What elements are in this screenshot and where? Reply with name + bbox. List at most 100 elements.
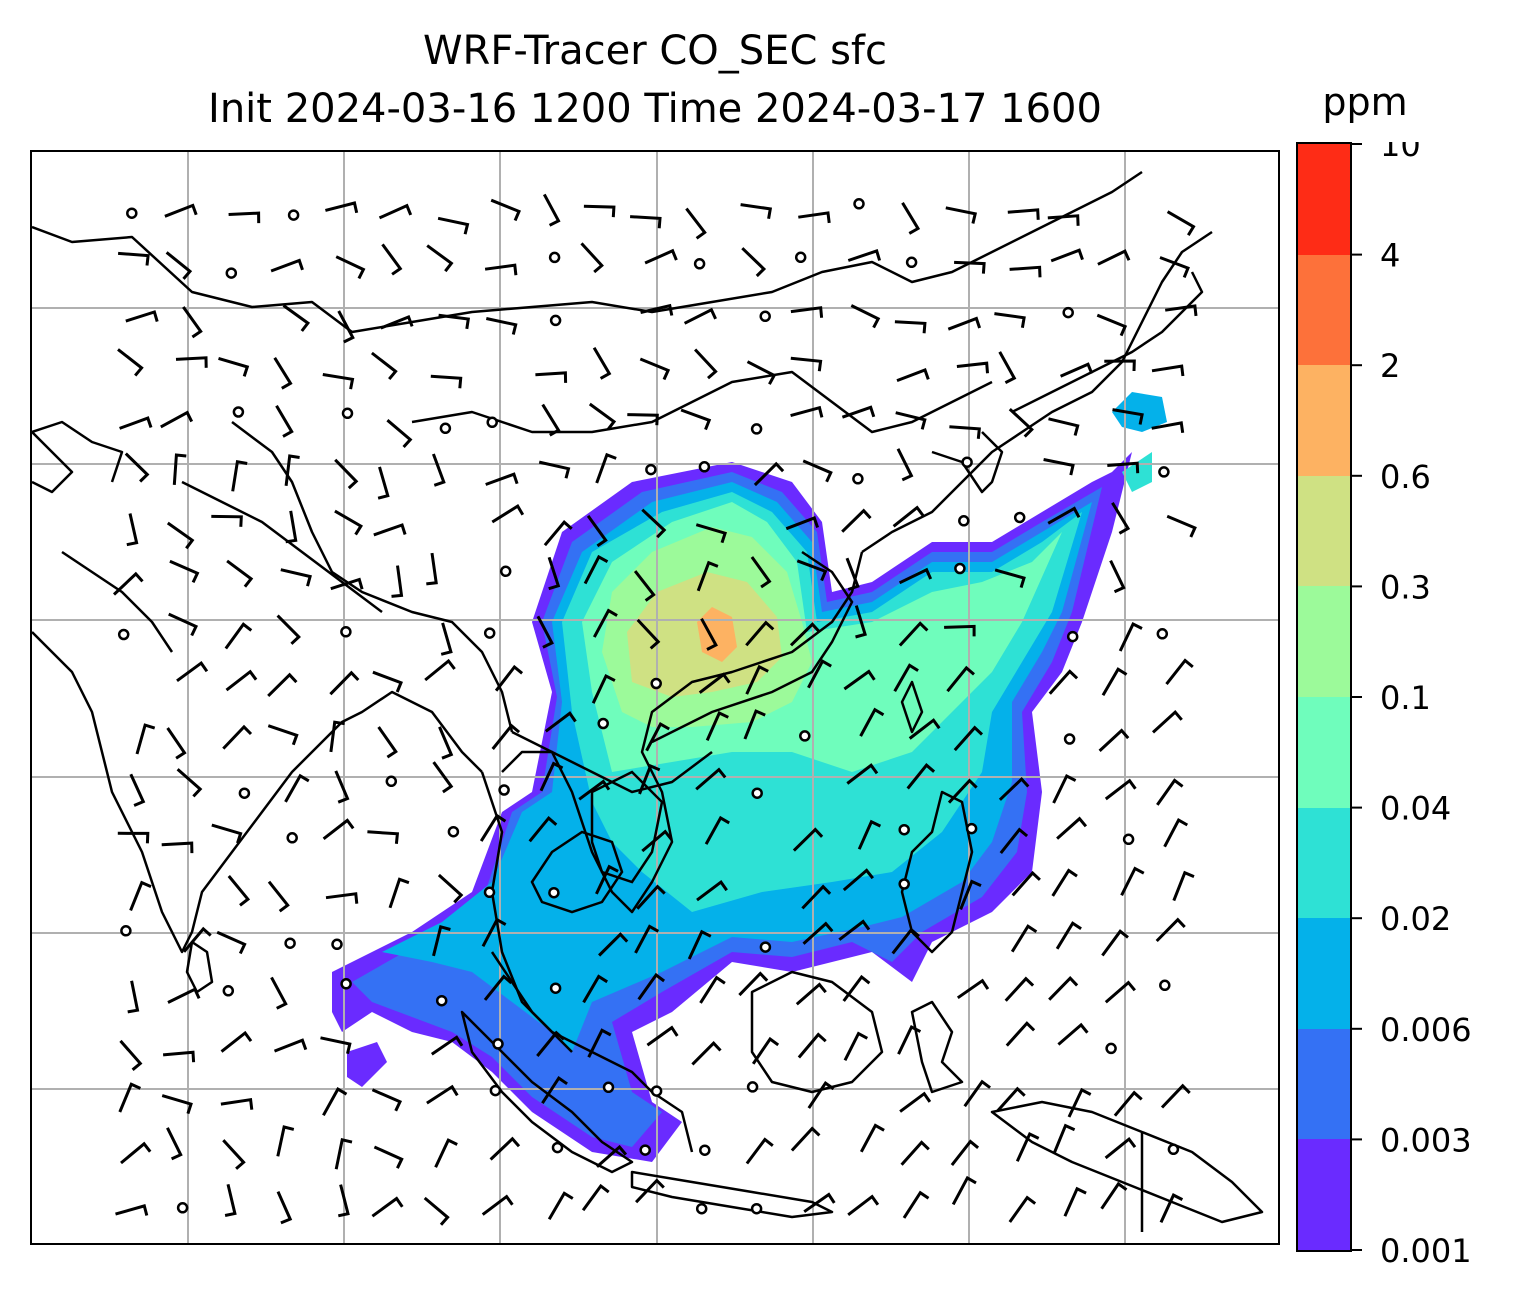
wind-barb [426, 244, 454, 273]
wind-barb [687, 929, 712, 960]
wind-barbs [112, 193, 1198, 1226]
calm-marker [1122, 833, 1135, 846]
calm-marker [549, 982, 562, 994]
wind-barb [541, 1075, 568, 1105]
calm-marker [548, 251, 561, 264]
wind-barb [489, 1136, 521, 1161]
wind-barb [798, 211, 831, 224]
wind-barb [959, 879, 982, 910]
wind-barb [1165, 658, 1194, 686]
calm-marker [751, 787, 763, 799]
coast-china-east [861, 230, 1213, 554]
wind-barb [437, 873, 464, 904]
wind-barb [322, 373, 355, 390]
wind-barb [491, 504, 525, 524]
wind-barb [595, 452, 617, 484]
wind-barb [998, 776, 1030, 801]
wind-barb [588, 402, 617, 431]
wind-barb [842, 974, 871, 1002]
wind-barb [165, 251, 193, 280]
wind-barb [639, 357, 671, 381]
wind-barb [539, 761, 564, 792]
colorbar-tick-label: 10 [1380, 142, 1421, 164]
colorbar-tick-label: 0.001 [1380, 1232, 1472, 1270]
calm-marker [794, 251, 807, 264]
calm-marker [1105, 1042, 1117, 1055]
wind-barb [127, 980, 140, 1014]
wind-barb [944, 624, 976, 637]
wind-barb [231, 459, 248, 492]
wind-barb [270, 258, 304, 273]
wind-barb [430, 1035, 464, 1056]
wind-barb [694, 348, 718, 380]
calm-marker [799, 730, 811, 742]
calm-marker [1013, 511, 1026, 524]
wind-barb [222, 724, 253, 750]
wind-barb [753, 461, 785, 487]
wind-barb [434, 1138, 458, 1168]
wind-barb [578, 779, 611, 801]
contour-line [651, 550, 854, 744]
wind-barb [167, 987, 201, 1004]
map-canvas [32, 152, 1278, 1243]
wind-barb [850, 304, 881, 329]
calm-marker [898, 878, 910, 890]
wind-barb [802, 459, 833, 483]
wind-barb [538, 460, 571, 479]
wind-barb [161, 841, 194, 854]
wind-barb [547, 556, 561, 591]
wind-barb [1011, 870, 1041, 897]
wind-barb [947, 316, 982, 331]
wind-barb [1101, 667, 1128, 696]
wind-barb [898, 621, 929, 647]
calm-marker [958, 515, 970, 527]
wind-barb [1151, 421, 1185, 434]
wind-barb [893, 663, 919, 693]
colorbar-tick-label: 0.6 [1380, 458, 1431, 496]
colorbar-band [1298, 144, 1350, 255]
wind-barb [1098, 728, 1130, 752]
wind-barb [691, 1041, 722, 1066]
wind-barb [582, 974, 608, 1004]
wind-barb [168, 612, 199, 637]
wind-barb [1118, 621, 1143, 652]
calm-marker [759, 941, 772, 953]
wind-barb [1159, 256, 1190, 278]
wind-barb [125, 310, 159, 323]
wind-barb [1010, 924, 1038, 953]
calm-marker [852, 473, 864, 485]
coast-borneo [750, 970, 884, 1094]
wind-barb [695, 523, 728, 544]
wind-barb [120, 1141, 152, 1165]
calm-marker [597, 717, 609, 730]
wind-barb [371, 1196, 404, 1218]
calm-marker [695, 1202, 708, 1215]
wind-barb [1004, 976, 1035, 1002]
wind-barb [282, 304, 311, 332]
colorbar-tick-label: 2 [1380, 347, 1400, 385]
wind-barb [637, 972, 665, 1001]
colorbar-band [1298, 254, 1350, 366]
wind-barb [211, 823, 243, 844]
wind-barb [685, 207, 707, 240]
wind-barb [745, 664, 769, 695]
coast-java [630, 1170, 834, 1219]
calm-marker [650, 1085, 663, 1097]
wind-barb [494, 664, 524, 692]
wind-barb [790, 306, 824, 318]
wind-barb [1104, 980, 1136, 1004]
map-panel[interactable] [30, 150, 1280, 1245]
calm-marker [499, 565, 512, 578]
wind-barb [1104, 359, 1136, 372]
calm-marker [286, 832, 298, 844]
wind-barb [956, 361, 989, 374]
wind-barb [117, 831, 150, 844]
wind-barb [898, 567, 933, 585]
coast-sulawesi [910, 1000, 964, 1094]
wind-barb [581, 1183, 610, 1212]
wind-barb [1159, 1193, 1184, 1224]
colorbar-tick-label: 0.3 [1380, 568, 1431, 606]
calm-marker [331, 938, 343, 951]
calm-marker [176, 1202, 189, 1214]
wind-barb [377, 466, 390, 500]
